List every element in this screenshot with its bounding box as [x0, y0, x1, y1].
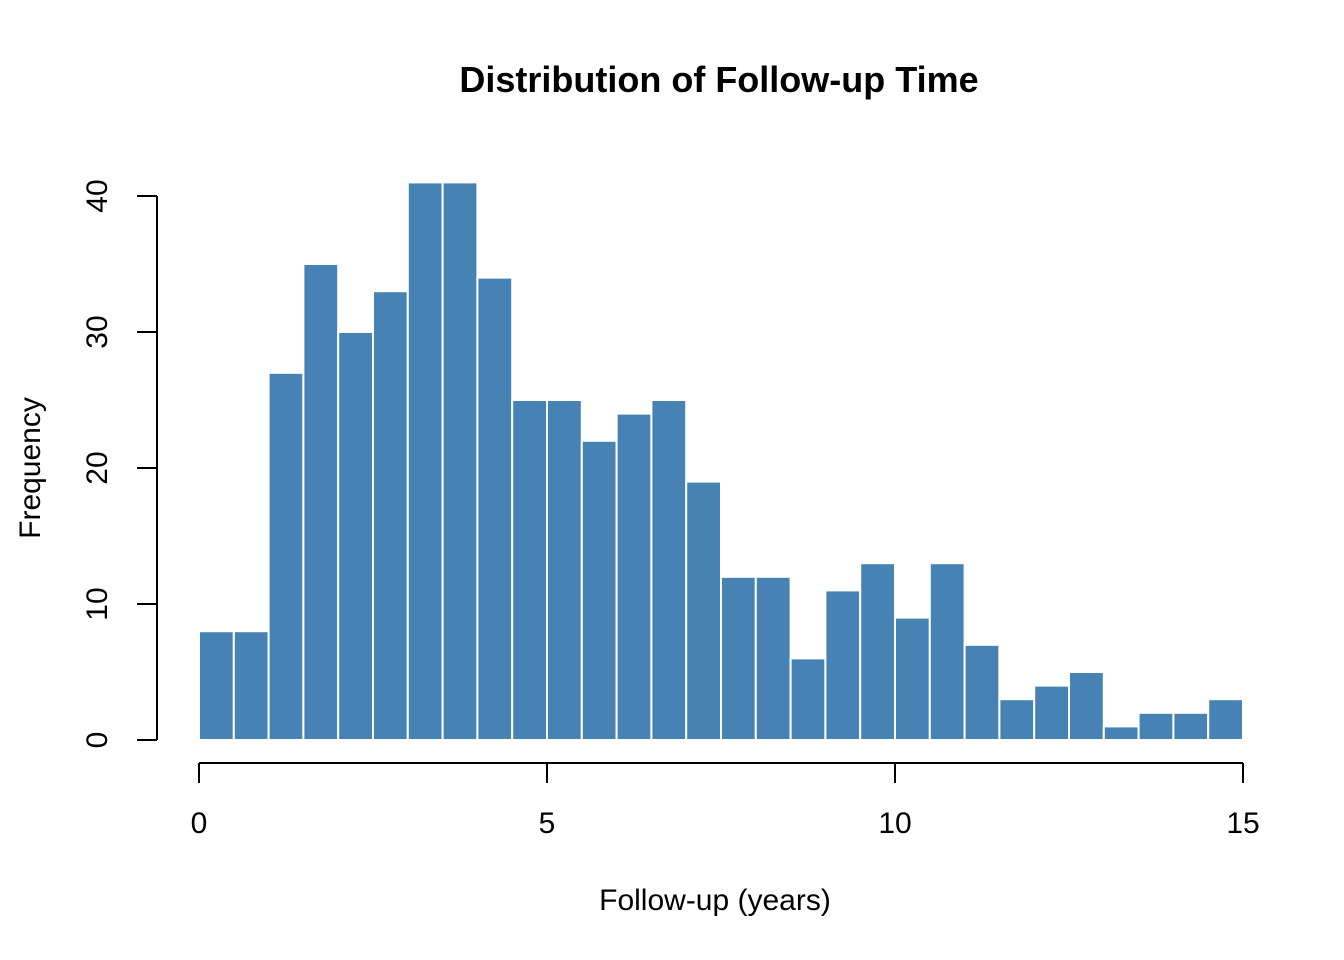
histogram-bar: [232, 630, 270, 742]
histogram-bar: [511, 399, 549, 741]
histogram-bar: [1172, 711, 1210, 741]
histogram-bar: [720, 575, 757, 741]
histogram-bar: [754, 575, 792, 741]
y-tick-label: 10: [81, 587, 114, 620]
histogram-bar: [441, 181, 479, 741]
histogram-bar: [615, 412, 653, 741]
x-tick-label: 10: [878, 807, 911, 840]
histogram-bar: [859, 562, 897, 742]
chart-title: Distribution of Follow-up Time: [459, 59, 978, 100]
y-tick-label: 30: [81, 315, 114, 348]
x-axis-label: Follow-up (years): [599, 884, 831, 917]
histogram-bar: [824, 589, 862, 742]
x-tick-label: 0: [191, 807, 208, 840]
histogram-bar: [894, 616, 931, 741]
histogram-bar: [406, 181, 444, 741]
histogram-bar: [1207, 698, 1244, 742]
histogram-bar: [302, 263, 340, 741]
histogram-bar: [546, 399, 583, 741]
histogram-bar: [580, 439, 618, 741]
histogram-bar: [928, 562, 966, 742]
y-axis: 0 10 20 30 40: [81, 179, 158, 749]
histogram-bar: [476, 276, 514, 741]
histogram-bar: [685, 480, 723, 741]
y-tick-label: 40: [81, 179, 114, 212]
x-tick-label: 15: [1226, 807, 1259, 840]
histogram-bar: [372, 290, 409, 741]
histogram-bar: [1033, 684, 1070, 741]
y-tick-label: 20: [81, 451, 114, 484]
x-axis: 0 5 10 15: [191, 762, 1260, 840]
histogram-bar: [789, 657, 827, 742]
x-tick-label: 5: [539, 807, 556, 840]
histogram-bar: [1102, 725, 1140, 742]
y-axis-label: Frequency: [14, 397, 47, 539]
histogram-bar: [650, 399, 688, 741]
histogram-bar: [963, 643, 1001, 741]
histogram-bar: [1068, 671, 1105, 741]
histogram-bars-group: [198, 181, 1244, 742]
histogram-bar: [998, 698, 1036, 742]
histogram-bar: [198, 630, 235, 742]
histogram-bar: [337, 331, 375, 741]
histogram-bar: [1137, 711, 1175, 741]
y-tick-label: 0: [81, 732, 114, 749]
histogram-bar: [267, 371, 305, 741]
